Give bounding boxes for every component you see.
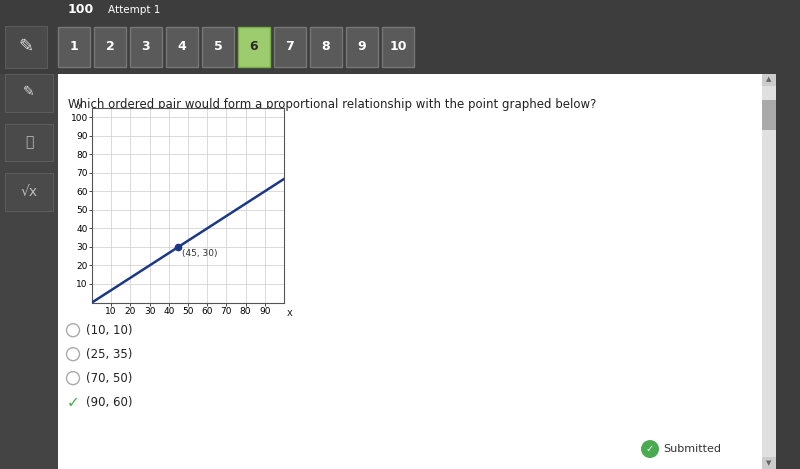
Circle shape <box>66 324 79 337</box>
Circle shape <box>641 440 659 458</box>
Bar <box>762 74 776 469</box>
Text: 5: 5 <box>214 40 222 53</box>
Text: (25, 35): (25, 35) <box>86 348 132 361</box>
Text: 9: 9 <box>358 40 366 53</box>
Bar <box>5 123 53 161</box>
Text: 10: 10 <box>390 40 406 53</box>
Bar <box>762 99 776 129</box>
Bar <box>346 27 378 67</box>
Text: 4: 4 <box>178 40 186 53</box>
Bar <box>0 74 58 469</box>
Text: ✓: ✓ <box>66 394 79 409</box>
Text: (45, 30): (45, 30) <box>182 249 218 258</box>
Bar <box>202 27 234 67</box>
Text: 7: 7 <box>286 40 294 53</box>
Text: (10, 10): (10, 10) <box>86 324 133 337</box>
Bar <box>5 174 53 212</box>
Text: 8: 8 <box>322 40 330 53</box>
Text: Attempt 1: Attempt 1 <box>108 5 160 15</box>
Text: 1: 1 <box>70 40 78 53</box>
Bar <box>274 27 306 67</box>
Circle shape <box>66 371 79 385</box>
Text: √x: √x <box>21 185 38 199</box>
Text: ▼: ▼ <box>766 460 772 466</box>
Bar <box>58 27 90 67</box>
Bar <box>382 27 414 67</box>
Bar <box>58 74 768 469</box>
Text: ✎: ✎ <box>18 38 34 56</box>
Text: 6: 6 <box>250 40 258 53</box>
Text: Which ordered pair would form a proportional relationship with the point graphed: Which ordered pair would form a proporti… <box>68 98 596 111</box>
Bar <box>762 74 776 86</box>
Text: Submitted: Submitted <box>663 444 721 454</box>
Text: 3: 3 <box>142 40 150 53</box>
Text: 100: 100 <box>68 3 94 16</box>
Bar <box>5 26 47 68</box>
Bar <box>238 27 270 67</box>
Text: x: x <box>287 308 293 318</box>
Bar <box>762 457 776 469</box>
Circle shape <box>66 348 79 361</box>
Bar <box>166 27 198 67</box>
Text: 2: 2 <box>106 40 114 53</box>
Text: 🎧: 🎧 <box>25 136 33 150</box>
Text: (90, 60): (90, 60) <box>86 396 133 408</box>
Text: y: y <box>77 99 82 109</box>
Bar <box>310 27 342 67</box>
Bar <box>130 27 162 67</box>
Text: (70, 50): (70, 50) <box>86 371 132 385</box>
Text: ▲: ▲ <box>766 76 772 83</box>
Text: ✓: ✓ <box>646 444 654 454</box>
Bar <box>94 27 126 67</box>
Text: ✎: ✎ <box>23 86 35 99</box>
Bar <box>5 74 53 112</box>
